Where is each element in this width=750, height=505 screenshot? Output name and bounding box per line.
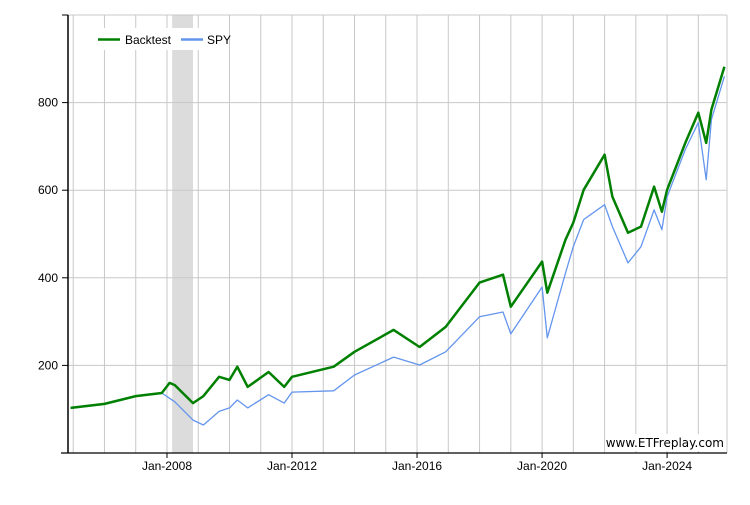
- watermark: www.ETFreplay.com: [606, 436, 724, 450]
- legend-label-backtest: Backtest: [125, 33, 172, 47]
- series-layer: [70, 66, 726, 426]
- watermark-background: [606, 434, 726, 451]
- series-line-spy: [70, 76, 726, 426]
- x-tick-label: Jan-2020: [517, 459, 567, 473]
- legend-label-spy: SPY: [207, 33, 231, 47]
- x-tick-label: Jan-2024: [642, 459, 692, 473]
- y-tick-label: 400: [38, 271, 58, 285]
- shaded-period: [172, 15, 194, 453]
- y-tick-label: 600: [38, 183, 58, 197]
- x-tick-label: Jan-2012: [267, 459, 317, 473]
- y-tick-label: 200: [38, 358, 58, 372]
- axes: 200 400 600 800 Jan-2008 Jan-2012 Jan-2016 Jan-…: [38, 14, 727, 473]
- x-tick-label: Jan-2008: [142, 459, 192, 473]
- gridlines: [68, 14, 728, 453]
- legend-background: [92, 28, 224, 50]
- legend: Backtest SPY: [92, 28, 231, 50]
- y-tick-label: 800: [38, 96, 58, 110]
- x-tick-label: Jan-2016: [392, 459, 442, 473]
- shaded-period-layer: [172, 15, 194, 453]
- series-line-backtest: [70, 66, 726, 410]
